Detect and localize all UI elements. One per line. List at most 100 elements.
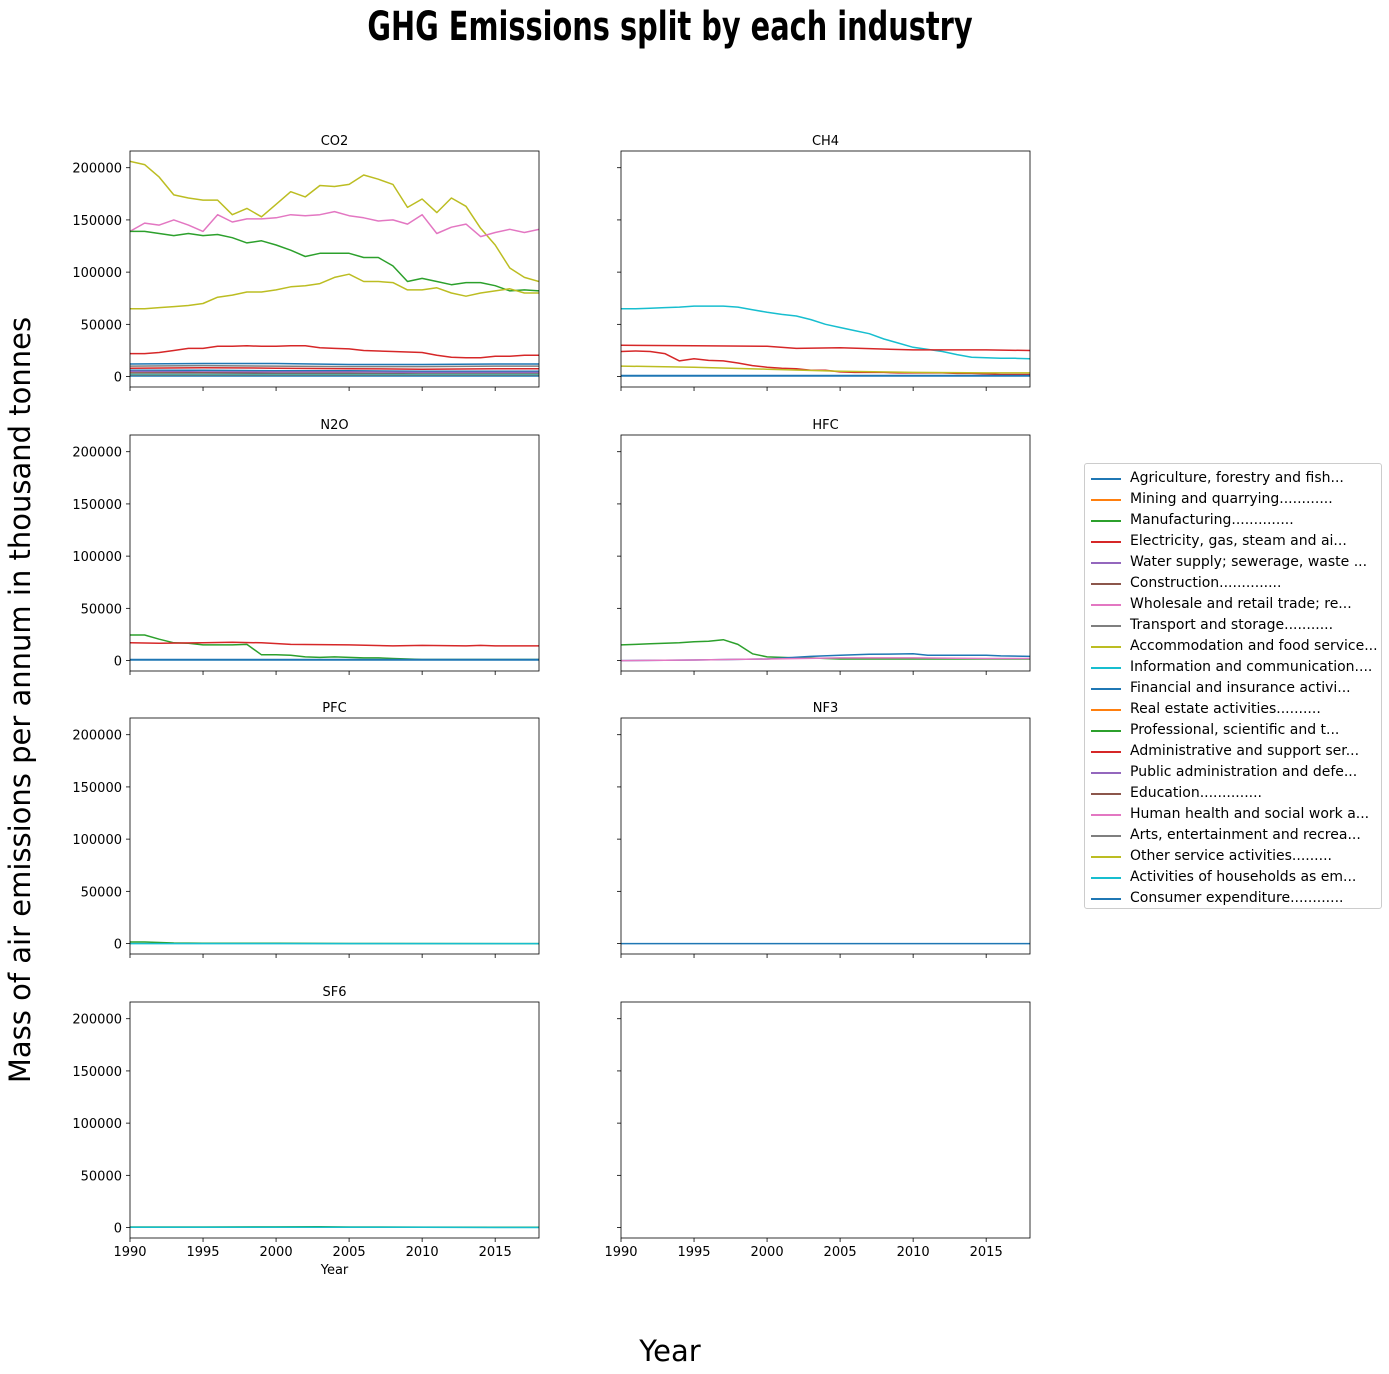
subplot-title: CH4 — [812, 134, 839, 149]
legend-swatch — [1091, 688, 1121, 690]
series-line — [621, 638, 1030, 660]
subplot-title: CO2 — [321, 134, 349, 149]
legend-item: Activities of households as em... — [1091, 867, 1381, 888]
legend-swatch — [1091, 793, 1121, 795]
legend-swatch — [1091, 709, 1121, 711]
legend-swatch — [1091, 856, 1121, 858]
legend-item: Arts, entertainment and recrea... — [1091, 825, 1381, 846]
series-line — [130, 364, 539, 368]
x-tick-label: 2015 — [970, 1245, 1003, 1260]
legend-swatch — [1091, 625, 1121, 627]
subplot-sf6 — [126, 1001, 540, 1242]
legend-swatch — [1091, 583, 1121, 585]
legend-label: Electricity, gas, steam and ai... — [1130, 533, 1347, 549]
subplot-title: NF3 — [813, 701, 838, 716]
plot-frame — [620, 717, 1031, 955]
series-line — [130, 641, 539, 647]
legend-label: Activities of households as em... — [1130, 869, 1357, 885]
subplot-nf3 — [617, 717, 1031, 958]
legend: Agriculture, forestry and fish... Mining … — [1084, 463, 1382, 909]
legend-label: Real estate activities.......... — [1130, 701, 1321, 717]
legend-swatch — [1091, 604, 1121, 606]
series-line — [130, 160, 539, 283]
legend-swatch — [1091, 730, 1121, 732]
series-line — [130, 634, 539, 661]
y-tick-label: 0 — [114, 655, 122, 670]
legend-item: Agriculture, forestry and fish... — [1091, 468, 1381, 489]
legend-label: Construction.............. — [1130, 575, 1282, 591]
x-tick-label: 2010 — [897, 1245, 930, 1260]
subplot-title: SF6 — [322, 985, 346, 1000]
legend-item: Manufacturing.............. — [1091, 510, 1381, 531]
legend-item: Professional, scientific and t... — [1091, 720, 1381, 741]
series-line — [621, 305, 1030, 360]
legend-item: Education.............. — [1091, 783, 1381, 804]
series-line — [130, 369, 539, 373]
series-line — [130, 345, 539, 359]
series-line — [130, 230, 539, 292]
legend-item: Financial and insurance activi... — [1091, 678, 1381, 699]
subplot-co2 — [126, 150, 540, 391]
legend-item: Human health and social work a... — [1091, 804, 1381, 825]
x-tick-label: 2000 — [260, 1245, 293, 1260]
y-tick-label: 100000 — [72, 266, 122, 281]
legend-label: Consumer expenditure............ — [1130, 890, 1344, 906]
legend-item: Electricity, gas, steam and ai... — [1091, 531, 1381, 552]
y-tick-label: 0 — [114, 1222, 122, 1237]
y-tick-label: 100000 — [72, 833, 122, 848]
legend-item: Real estate activities.......... — [1091, 699, 1381, 720]
legend-swatch — [1091, 877, 1121, 879]
legend-swatch — [1091, 646, 1121, 648]
legend-item: Public administration and defe... — [1091, 762, 1381, 783]
legend-item: Other service activities......... — [1091, 846, 1381, 867]
y-tick-label: 0 — [114, 371, 122, 386]
y-tick-label: 200000 — [72, 446, 122, 461]
legend-label: Professional, scientific and t... — [1130, 722, 1340, 738]
legend-item: Consumer expenditure............ — [1091, 888, 1381, 909]
plot-frame — [620, 434, 1031, 672]
legend-label: Manufacturing.............. — [1130, 512, 1294, 528]
y-tick-label: 200000 — [72, 1013, 122, 1028]
y-tick-label: 200000 — [72, 729, 122, 744]
series-line — [621, 657, 1030, 662]
figure-x-label: Year — [638, 1334, 700, 1368]
plot-frame — [129, 717, 540, 955]
x-tick-label: 2005 — [824, 1245, 857, 1260]
legend-swatch — [1091, 898, 1121, 900]
legend-label: Wholesale and retail trade; re... — [1130, 596, 1352, 612]
series-line — [130, 273, 539, 310]
legend-swatch — [1091, 541, 1121, 543]
subplot-empty — [617, 1001, 1031, 1242]
figure-y-label: Mass of air emissions per annum in thous… — [3, 317, 37, 1083]
legend-label: Education.............. — [1130, 785, 1263, 801]
series-line — [130, 210, 539, 238]
y-tick-label: 150000 — [72, 1065, 122, 1080]
legend-swatch — [1091, 478, 1121, 480]
legend-item: Accommodation and food service... — [1091, 636, 1381, 657]
plot-frame — [620, 1001, 1031, 1239]
x-tick-label: 1990 — [604, 1245, 637, 1260]
y-tick-label: 100000 — [72, 1117, 122, 1132]
legend-swatch — [1091, 499, 1121, 501]
y-tick-label: 200000 — [72, 162, 122, 177]
plot-frame — [129, 1001, 540, 1239]
legend-swatch — [1091, 772, 1121, 774]
series-line — [621, 365, 1030, 374]
y-tick-label: 50000 — [81, 1169, 122, 1184]
legend-swatch — [1091, 562, 1121, 564]
legend-label: Information and communication.... — [1130, 659, 1373, 675]
legend-item: Transport and storage........... — [1091, 615, 1381, 636]
legend-item: Wholesale and retail trade; re... — [1091, 594, 1381, 615]
x-tick-label: 2005 — [333, 1245, 366, 1260]
legend-label: Mining and quarrying............ — [1130, 491, 1333, 507]
y-tick-label: 50000 — [81, 318, 122, 333]
x-tick-label: 2015 — [479, 1245, 512, 1260]
subplot-n2o — [126, 434, 540, 675]
y-tick-label: 150000 — [72, 781, 122, 796]
legend-label: Human health and social work a... — [1130, 806, 1370, 822]
subplot-hfc — [617, 434, 1031, 675]
legend-swatch — [1091, 667, 1121, 669]
legend-item: Water supply; sewerage, waste ... — [1091, 552, 1381, 573]
y-tick-label: 50000 — [81, 602, 122, 617]
